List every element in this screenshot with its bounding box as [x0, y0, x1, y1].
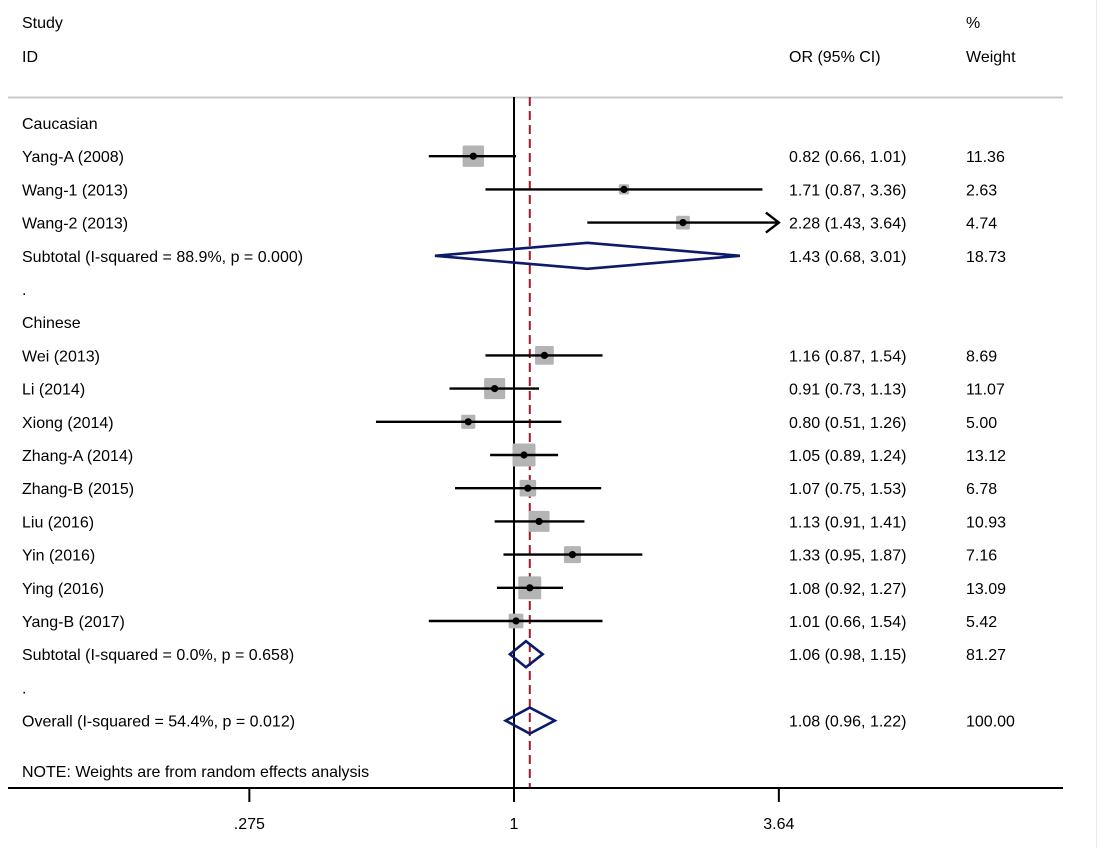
- ci-value: 1.16 (0.87, 1.54): [789, 348, 906, 365]
- ci-value: 1.33 (0.95, 1.87): [789, 548, 906, 565]
- study-mark: [485, 346, 603, 365]
- weight-value: 11.36: [966, 149, 1005, 166]
- weight-value: 7.16: [966, 548, 997, 565]
- study-label: Yang-A (2008): [22, 149, 124, 166]
- ci-value: 2.28 (1.43, 3.64): [789, 216, 906, 233]
- ci-value: 0.91 (0.73, 1.13): [789, 382, 906, 399]
- point-estimate: [526, 584, 534, 592]
- point-estimate: [491, 385, 499, 393]
- plot-marks: [375, 145, 781, 736]
- ci-value: 1.71 (0.87, 3.36): [789, 182, 906, 199]
- ci-value: 1.05 (0.89, 1.24): [789, 448, 906, 465]
- weight-value: 8.69: [966, 348, 997, 365]
- study-label: Wang-2 (2013): [22, 216, 128, 233]
- x-tick-label: 3.64: [763, 816, 794, 833]
- weight-value: 11.07: [966, 382, 1005, 399]
- weight-value: 5.00: [966, 415, 997, 432]
- study-label: Ying (2016): [22, 581, 104, 598]
- point-estimate: [464, 418, 472, 426]
- x-tick-label: 1: [510, 816, 519, 833]
- study-mark: [428, 145, 517, 167]
- study-mark: [503, 546, 643, 564]
- weight-value: 10.93: [966, 514, 1006, 531]
- weight-value: 18.73: [966, 249, 1006, 266]
- point-estimate: [540, 351, 549, 359]
- header-id: ID: [22, 49, 38, 66]
- study-label: Liu (2016): [22, 514, 94, 531]
- x-tick-label: .275: [234, 816, 265, 833]
- row-labels: Caucasian Yang-A (2008) 0.82 (0.66, 1.01) 1…: [22, 116, 1015, 731]
- study-label: Wei (2013): [22, 348, 100, 365]
- point-estimate: [520, 451, 528, 459]
- study-label: Zhang-A (2014): [22, 448, 133, 465]
- ci-value: 1.13 (0.91, 1.41): [789, 514, 906, 531]
- subtotal-diamond: [507, 639, 545, 669]
- weight-value: 13.09: [966, 581, 1006, 598]
- overall-diamond: [502, 706, 558, 736]
- study-mark: [490, 443, 559, 467]
- weight-value: 5.42: [966, 614, 997, 631]
- weight-value: 100.00: [966, 714, 1015, 731]
- header-study: Study: [22, 15, 63, 32]
- plot-header: Study ID OR (95% CI) % Weight: [8, 15, 1063, 99]
- ci-value: 1.07 (0.75, 1.53): [789, 481, 906, 498]
- header-weight-percent: %: [966, 15, 980, 32]
- subtotal-diamond: [434, 241, 741, 271]
- study-mark: [449, 378, 540, 400]
- point-estimate: [535, 517, 543, 526]
- subtotal-label: Subtotal (I-squared = 0.0%, p = 0.658): [22, 647, 294, 664]
- study-mark: [455, 479, 602, 497]
- point-estimate: [512, 617, 520, 625]
- study-label: Yang-B (2017): [22, 614, 125, 631]
- point-estimate: [568, 551, 577, 559]
- header-effect: OR (95% CI): [789, 49, 881, 66]
- ci-value: 1.06 (0.98, 1.15): [789, 647, 906, 664]
- subtotal-label: Subtotal (I-squared = 88.9%, p = 0.000): [22, 249, 303, 266]
- point-estimate: [524, 484, 532, 492]
- study-label: Wang-1 (2013): [22, 182, 128, 199]
- study-mark: [494, 510, 585, 532]
- weight-value: 4.74: [966, 216, 997, 233]
- study-label: Xiong (2014): [22, 415, 114, 432]
- weight-value: 13.12: [966, 448, 1006, 465]
- weight-value: 6.78: [966, 481, 997, 498]
- study-mark: [375, 414, 562, 429]
- study-label: Yin (2016): [22, 548, 95, 565]
- study-mark: [496, 576, 563, 600]
- study-mark: [587, 211, 781, 234]
- weight-value: 2.63: [966, 182, 997, 199]
- subgroup-label: Chinese: [22, 315, 81, 332]
- point-estimate: [469, 152, 477, 160]
- ci-value: 1.43 (0.68, 3.01): [789, 249, 906, 266]
- spacer-dot: .: [22, 282, 26, 299]
- footnote: NOTE: Weights are from random effects an…: [22, 764, 369, 781]
- ci-value: 0.82 (0.66, 1.01): [789, 149, 906, 166]
- ci-value: 1.01 (0.66, 1.54): [789, 614, 906, 631]
- study-label: Li (2014): [22, 382, 85, 399]
- ci-value: 1.08 (0.96, 1.22): [789, 714, 906, 731]
- subgroup-label: Caucasian: [22, 116, 98, 133]
- ci-arrow-right: [765, 211, 781, 234]
- overall-label: Overall (I-squared = 54.4%, p = 0.012): [22, 714, 295, 731]
- x-axis: .275 1 3.64: [8, 787, 1063, 833]
- point-estimate: [679, 219, 687, 227]
- header-weight: Weight: [966, 49, 1016, 66]
- study-mark: [428, 613, 603, 629]
- spacer-dot: .: [22, 680, 26, 697]
- point-estimate: [620, 185, 628, 193]
- study-mark: [485, 184, 763, 195]
- weight-value: 81.27: [966, 647, 1006, 664]
- ci-value: 1.08 (0.92, 1.27): [789, 581, 906, 598]
- page-edge: [1096, 0, 1097, 848]
- study-label: Zhang-B (2015): [22, 481, 134, 498]
- ci-value: 0.80 (0.51, 1.26): [789, 415, 906, 432]
